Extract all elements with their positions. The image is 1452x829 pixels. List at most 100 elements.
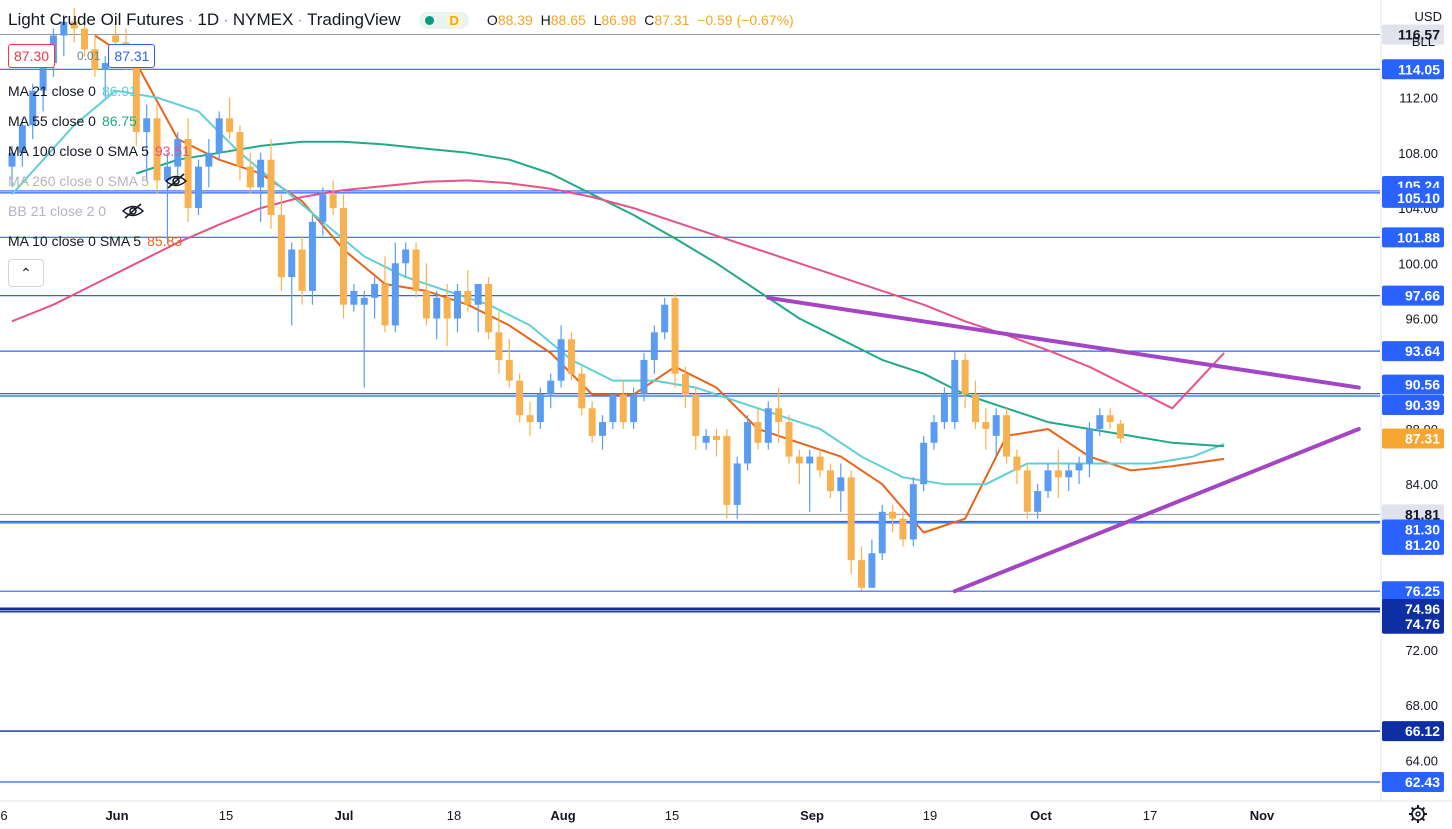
candle-body [163, 166, 171, 181]
unit-selector[interactable]: BLL [1411, 34, 1435, 49]
ohlc-values: O88.39 H88.65 L86.98 C87.31 −0.59 (−0.67… [486, 12, 794, 28]
candle-body [1117, 423, 1125, 439]
indicator-ma55[interactable]: MA 55 close 0 86.75 [8, 113, 137, 129]
candle [143, 104, 151, 181]
ma-line [135, 140, 1225, 448]
candle-body [153, 118, 161, 181]
candle-body [464, 290, 472, 305]
candle-body [350, 290, 358, 305]
candle-body [795, 456, 803, 464]
candle-body [453, 290, 461, 319]
candle-body [806, 456, 814, 464]
buy-price-button[interactable]: 87.31 [108, 44, 156, 68]
candle [940, 387, 948, 429]
candle [1065, 463, 1073, 492]
hidden-eye-icon[interactable] [122, 203, 145, 219]
indicator-bb21[interactable]: BB 21 close 2 0 [8, 203, 145, 219]
settings-gear-icon[interactable] [1409, 805, 1427, 823]
chart-legend: Light Crude Oil Futures · 1D · NYMEX · T… [8, 10, 794, 30]
currency-selector[interactable]: USD [1414, 9, 1442, 24]
symbol-name[interactable]: Light Crude Oil Futures [8, 10, 184, 29]
candle-body [526, 415, 534, 423]
candle [153, 104, 161, 195]
candle [847, 470, 855, 574]
candle-body [422, 290, 430, 319]
candle [8, 145, 16, 188]
candle [29, 83, 37, 140]
candle-body [91, 49, 99, 70]
time-tick-label: 18 [447, 808, 461, 823]
candle [1096, 408, 1104, 436]
candle [723, 428, 731, 519]
candle-body [619, 394, 627, 423]
candle-body [112, 35, 120, 43]
price-label-box [1382, 519, 1444, 540]
candle-body [1085, 428, 1093, 464]
price-label-text: 62.43 [1405, 774, 1440, 790]
time-tick-label: 19 [923, 808, 937, 823]
candle-body [360, 297, 368, 305]
indicator-ma10[interactable]: MA 10 close 0 SMA 5 85.83 [8, 233, 183, 249]
price-label: 62.43 [1382, 772, 1444, 793]
trendlines [766, 295, 1361, 594]
candle-body [1034, 491, 1042, 512]
candle [661, 297, 669, 340]
candle-body [567, 339, 575, 374]
candle [951, 351, 959, 429]
candle [599, 415, 607, 450]
sell-price-button[interactable]: 87.30 [8, 44, 56, 68]
price-label: 101.88 [1382, 227, 1444, 248]
candle [226, 97, 234, 140]
time-tick-label: Jun [105, 808, 128, 823]
hidden-eye-icon[interactable] [164, 173, 187, 189]
candle [495, 311, 503, 374]
candle-body [257, 159, 265, 188]
candle-body [837, 477, 845, 492]
candle [619, 380, 627, 429]
candle [319, 187, 327, 236]
candle [288, 242, 296, 326]
candle [1013, 449, 1021, 485]
candle [1034, 484, 1042, 519]
interval[interactable]: 1D [197, 10, 220, 29]
price-label-text: 76.25 [1405, 583, 1440, 599]
indicator-ma260[interactable]: MA 260 close 0 SMA 5 [8, 173, 187, 189]
candle [692, 387, 700, 450]
data-source: TradingView [306, 10, 401, 29]
collapse-legend-button[interactable]: ⌃ [8, 259, 44, 287]
candle-body [412, 249, 420, 291]
candle [246, 152, 254, 195]
price-label-text: 81.81 [1405, 506, 1440, 522]
price-label-text: 97.66 [1405, 288, 1440, 304]
price-label-box [1382, 772, 1444, 793]
candle [350, 283, 358, 312]
candle [630, 387, 638, 429]
price-label-box [1382, 534, 1444, 555]
candle-body [1075, 463, 1083, 471]
candle-body [1003, 415, 1011, 457]
indicator-ma100[interactable]: MA 100 close 0 SMA 5 93.51 [8, 143, 190, 159]
candle-body [785, 422, 793, 457]
indicator-ma21[interactable]: MA 21 close 0 86.91 [8, 83, 137, 99]
candle [277, 194, 285, 291]
trendline-support [952, 426, 1361, 594]
candle [81, 14, 89, 57]
candle [909, 477, 917, 547]
candle-body [816, 456, 824, 471]
price-label-text: 90.39 [1405, 397, 1440, 413]
candle [101, 56, 109, 98]
candle-body [733, 463, 741, 505]
candle [1044, 463, 1052, 499]
candle-body [609, 394, 617, 423]
market-status[interactable]: D [418, 11, 469, 29]
candle-body [70, 21, 78, 29]
candle [702, 428, 710, 450]
candle [681, 366, 689, 409]
price-tick-label: 108.00 [1398, 146, 1438, 161]
candle-body [775, 408, 783, 423]
candle [464, 270, 472, 312]
candle-body [505, 359, 513, 381]
candle-body [267, 159, 275, 215]
candle-body [930, 422, 938, 443]
